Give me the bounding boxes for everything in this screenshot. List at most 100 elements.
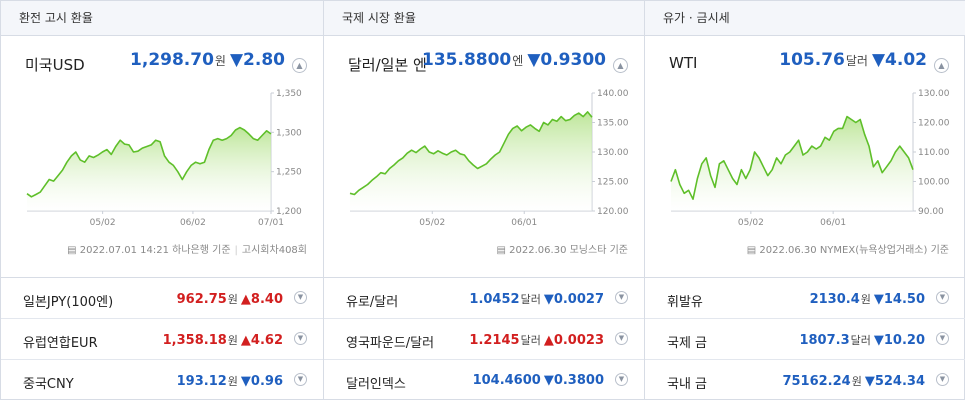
y-tick-label: 1,300 bbox=[276, 128, 302, 138]
item-change-value: 0.0023 bbox=[553, 333, 604, 348]
chevron-down-icon[interactable]: ▼ bbox=[294, 291, 307, 304]
chevron-up-icon[interactable]: ▲ bbox=[292, 58, 307, 73]
tab-oil-gold[interactable]: 유가 · 금시세 bbox=[645, 1, 965, 36]
item-name: 중국CNY bbox=[23, 377, 74, 392]
list-item[interactable]: 일본JPY(100엔) 962.75원 ▲8.40 ▼ bbox=[1, 278, 323, 319]
source-date: 2022.06.30 모닝스타 기준 bbox=[509, 245, 628, 256]
up-arrow-icon: ▲ bbox=[240, 333, 251, 348]
up-arrow-icon: ▲ bbox=[543, 333, 554, 348]
item-value-number: 2130.4 bbox=[809, 292, 860, 307]
line-chart: 140.00 135.00 130.00 125.00 120.00 05/02 06/01 bbox=[349, 89, 629, 228]
y-tick-label: 90.00 bbox=[918, 207, 944, 217]
chevron-down-icon[interactable]: ▼ bbox=[615, 332, 628, 345]
item-name: 달러인덱스 bbox=[346, 377, 406, 392]
y-tick-label: 1,350 bbox=[276, 89, 302, 99]
item-change: ▲4.62 bbox=[241, 333, 283, 348]
down-arrow-icon: ▼ bbox=[240, 374, 251, 389]
tab-international-rate[interactable]: 국제 시장 환율 bbox=[324, 1, 644, 36]
list-item[interactable]: 영국파운드/달러 1.2145달러 ▲0.0023 ▼ bbox=[324, 319, 644, 360]
y-tick-label: 100.00 bbox=[918, 178, 950, 188]
y-tick-label: 120.00 bbox=[597, 207, 629, 217]
quote-change: ▼0.9300 bbox=[527, 50, 606, 70]
chevron-down-icon[interactable]: ▼ bbox=[615, 291, 628, 304]
quote-unit: 엔 bbox=[512, 54, 524, 68]
item-change: ▼0.3800 bbox=[544, 373, 604, 388]
main-quote[interactable]: 달러/일본 엔 135.8800엔 ▼0.9300 ▲ bbox=[324, 36, 644, 76]
quote-unit: 달러 bbox=[845, 54, 868, 68]
y-tick-label: 125.00 bbox=[597, 178, 629, 188]
item-change: ▲0.0023 bbox=[544, 333, 604, 348]
series-area bbox=[350, 111, 592, 211]
item-unit: 원 bbox=[227, 293, 238, 306]
y-tick-label: 130.00 bbox=[597, 148, 629, 158]
down-arrow-icon: ▼ bbox=[527, 50, 541, 70]
x-tick-label: 07/01 bbox=[258, 218, 284, 228]
y-tick-label: 120.00 bbox=[918, 119, 950, 129]
up-arrow-icon: ▲ bbox=[240, 292, 251, 307]
series-line bbox=[670, 115, 914, 200]
item-value: 1,358.18원 ▲4.62 bbox=[163, 332, 283, 348]
chevron-down-icon[interactable]: ▼ bbox=[936, 373, 949, 386]
item-name: 휘발유 bbox=[667, 295, 703, 310]
list-item[interactable]: 달러인덱스 104.4600 ▼0.3800 ▼ bbox=[324, 360, 644, 400]
item-value-number: 104.4600 bbox=[472, 373, 541, 388]
series-line bbox=[26, 126, 272, 198]
x-tick-label: 05/02 bbox=[90, 218, 116, 228]
item-change-value: 0.3800 bbox=[553, 373, 604, 388]
chevron-up-icon[interactable]: ▲ bbox=[934, 58, 949, 73]
chevron-down-icon[interactable]: ▼ bbox=[294, 373, 307, 386]
chevron-down-icon[interactable]: ▼ bbox=[615, 373, 628, 386]
quote-price-value: 1,298.70 bbox=[130, 50, 214, 70]
item-value-number: 1.2145 bbox=[469, 333, 520, 348]
panel-oil-gold: 유가 · 금시세 WTI 105.76달러 ▼4.02 ▲ 130.00 120.0… bbox=[644, 1, 965, 399]
item-value: 962.75원 ▲8.40 bbox=[177, 291, 283, 307]
panel-exchange-rate: 환전 고시 환율 미국USD 1,298.70원 ▼2.80 ▲ 1,350 1,3… bbox=[1, 1, 323, 399]
x-tick-label: 06/02 bbox=[180, 218, 206, 228]
item-change-value: 0.0027 bbox=[553, 292, 604, 307]
rate-list: 일본JPY(100엔) 962.75원 ▲8.40 ▼ 유럽연합EUR 1,358… bbox=[1, 277, 323, 400]
chevron-down-icon[interactable]: ▼ bbox=[936, 332, 949, 345]
x-tick-label: 06/01 bbox=[820, 218, 846, 228]
source-round: 고시회차408회 bbox=[241, 245, 307, 256]
y-tick-label: 130.00 bbox=[918, 89, 950, 99]
item-change: ▼10.20 bbox=[874, 333, 925, 348]
chevron-down-icon[interactable]: ▼ bbox=[294, 332, 307, 345]
y-tick-label: 140.00 bbox=[597, 89, 629, 99]
x-tick-label: 05/02 bbox=[738, 218, 764, 228]
down-arrow-icon: ▼ bbox=[864, 374, 875, 389]
item-unit: 원 bbox=[851, 375, 862, 388]
item-value-number: 1,358.18 bbox=[162, 333, 227, 348]
main-quote[interactable]: 미국USD 1,298.70원 ▼2.80 ▲ bbox=[1, 36, 323, 76]
down-arrow-icon: ▼ bbox=[873, 292, 884, 307]
list-item[interactable]: 유럽연합EUR 1,358.18원 ▲4.62 ▼ bbox=[1, 319, 323, 360]
down-arrow-icon: ▼ bbox=[873, 333, 884, 348]
down-arrow-icon: ▼ bbox=[871, 50, 886, 70]
main-quote[interactable]: WTI 105.76달러 ▼4.02 ▲ bbox=[645, 36, 965, 76]
y-tick-label: 1,200 bbox=[276, 207, 302, 217]
item-change: ▼0.96 bbox=[241, 374, 283, 389]
list-item[interactable]: 국제 금 1807.3달러 ▼10.20 ▼ bbox=[645, 319, 965, 360]
y-tick-label: 110.00 bbox=[918, 148, 950, 158]
list-item[interactable]: 중국CNY 193.12원 ▼0.96 ▼ bbox=[1, 360, 323, 400]
item-change-value: 4.62 bbox=[250, 333, 283, 348]
quote-price: 105.76달러 ▼4.02 bbox=[779, 50, 927, 70]
quote-change: ▼4.02 bbox=[872, 50, 927, 70]
chevron-up-icon[interactable]: ▲ bbox=[613, 58, 628, 73]
series-line bbox=[349, 111, 593, 196]
line-chart: 130.00 120.00 110.00 100.00 90.00 05/02 06/01 bbox=[670, 89, 950, 228]
item-value: 2130.4원 ▼14.50 bbox=[810, 291, 925, 307]
chevron-down-icon[interactable]: ▼ bbox=[936, 291, 949, 304]
item-unit: 원 bbox=[227, 375, 238, 388]
tab-exchange-rate[interactable]: 환전 고시 환율 bbox=[1, 1, 323, 36]
source-note: ▤ 2022.06.30 NYMEX(뉴욕상업거래소) 기준 bbox=[747, 241, 949, 256]
item-change-value: 14.50 bbox=[883, 292, 925, 307]
list-item[interactable]: 유로/달러 1.0452달러 ▼0.0027 ▼ bbox=[324, 278, 644, 319]
quote-change-value: 4.02 bbox=[885, 50, 927, 70]
item-change-value: 0.96 bbox=[250, 374, 283, 389]
item-change: ▲8.40 bbox=[241, 292, 283, 307]
calendar-icon: ▤ bbox=[496, 245, 506, 256]
list-item[interactable]: 국내 금 75162.24원 ▼524.34 ▼ bbox=[645, 360, 965, 400]
list-item[interactable]: 휘발유 2130.4원 ▼14.50 ▼ bbox=[645, 278, 965, 319]
quote-name: 미국USD bbox=[25, 56, 85, 74]
